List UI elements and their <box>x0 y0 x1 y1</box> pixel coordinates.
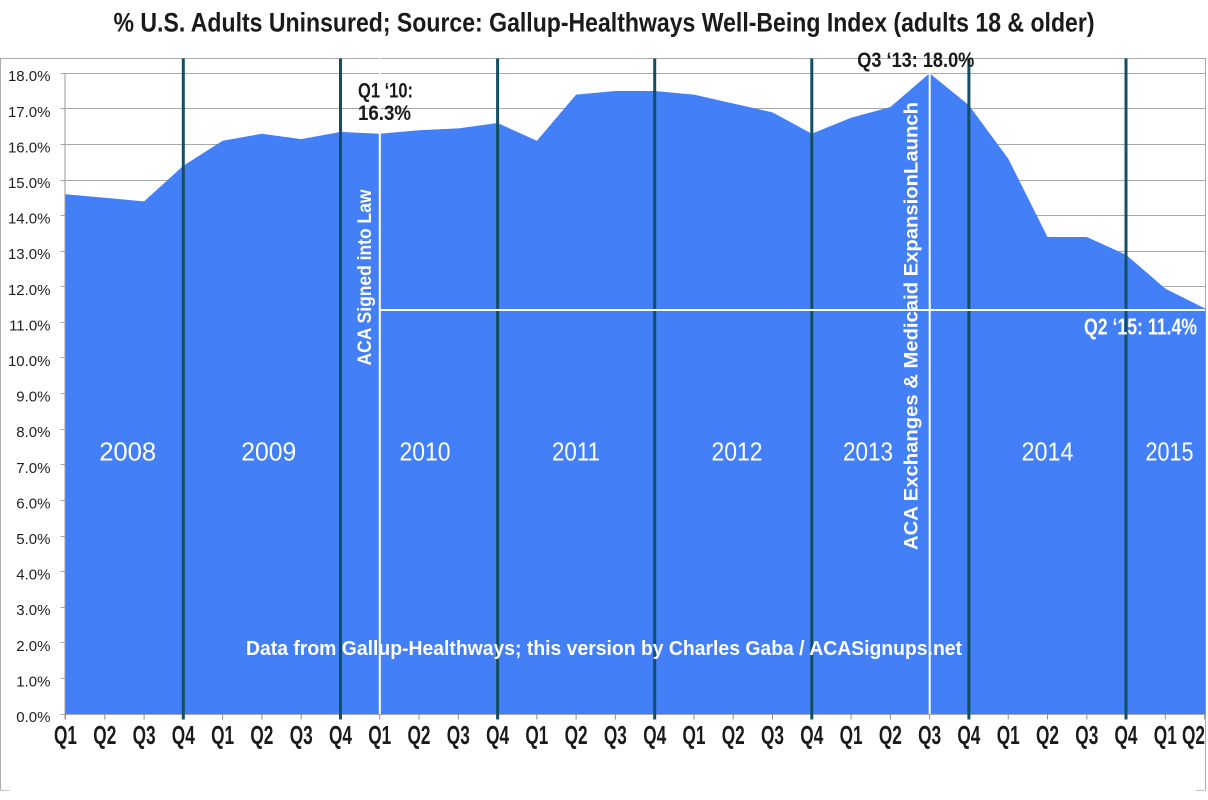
svg-text:11.0%: 11.0% <box>9 317 50 334</box>
svg-text:15.0%: 15.0% <box>8 175 51 192</box>
svg-text:Q4: Q4 <box>643 720 666 750</box>
svg-text:Q3: Q3 <box>133 720 156 750</box>
svg-text:Q2: Q2 <box>722 720 745 750</box>
svg-text:Q1: Q1 <box>1154 720 1177 750</box>
svg-text:Q1: Q1 <box>840 720 863 750</box>
svg-text:Q1 ‘10:: Q1 ‘10: <box>358 80 413 103</box>
svg-text:2010: 2010 <box>400 437 451 467</box>
svg-text:2009: 2009 <box>241 437 296 467</box>
svg-text:Q1: Q1 <box>525 720 548 750</box>
svg-text:2014: 2014 <box>1022 437 1074 467</box>
svg-text:Q4: Q4 <box>172 720 195 750</box>
svg-text:ACA Exchanges & Medicaid Expan: ACA Exchanges & Medicaid ExpansionLaunch <box>902 102 923 550</box>
svg-text:2.0%: 2.0% <box>16 638 50 655</box>
svg-text:10.0%: 10.0% <box>8 353 51 370</box>
svg-text:Q2: Q2 <box>879 720 902 750</box>
svg-text:Q3: Q3 <box>761 720 784 750</box>
svg-text:Q2: Q2 <box>565 720 588 750</box>
svg-text:7.0%: 7.0% <box>16 460 50 477</box>
svg-text:0.0%: 0.0% <box>16 709 50 726</box>
svg-text:16.0%: 16.0% <box>8 139 51 156</box>
svg-text:Q2: Q2 <box>408 720 431 750</box>
svg-text:Q1: Q1 <box>368 720 391 750</box>
svg-text:Q1: Q1 <box>54 720 77 750</box>
svg-text:ACA Signed into Law: ACA Signed into Law <box>355 189 376 365</box>
svg-text:2008: 2008 <box>99 437 156 467</box>
svg-text:Q4: Q4 <box>486 720 509 750</box>
svg-text:14.0%: 14.0% <box>8 211 51 228</box>
svg-text:5.0%: 5.0% <box>16 531 50 548</box>
svg-text:Q3: Q3 <box>447 720 470 750</box>
svg-text:Q4: Q4 <box>1115 720 1138 750</box>
svg-text:8.0%: 8.0% <box>16 424 50 441</box>
svg-text:2013: 2013 <box>843 437 893 467</box>
svg-text:16.3%: 16.3% <box>358 102 411 125</box>
svg-text:Q3: Q3 <box>1075 720 1098 750</box>
svg-text:4.0%: 4.0% <box>16 567 50 584</box>
svg-text:Q2: Q2 <box>250 720 273 750</box>
svg-text:Q2: Q2 <box>93 720 116 750</box>
svg-text:12.0%: 12.0% <box>8 282 51 299</box>
svg-text:3.0%: 3.0% <box>16 602 50 619</box>
svg-text:17.0%: 17.0% <box>8 104 51 121</box>
svg-text:6.0%: 6.0% <box>16 495 50 512</box>
svg-text:Q1: Q1 <box>211 720 234 750</box>
svg-text:% U.S. Adults Uninsured; Sourc: % U.S. Adults Uninsured; Source: Gallup-… <box>114 8 1095 38</box>
svg-text:1.0%: 1.0% <box>16 673 50 690</box>
svg-text:2012: 2012 <box>712 437 763 467</box>
svg-text:Q4: Q4 <box>957 720 980 750</box>
svg-text:Data from Gallup-Healthways; t: Data from Gallup-Healthways; this versio… <box>246 638 962 660</box>
svg-text:Q2 ‘15: 11.4%: Q2 ‘15: 11.4% <box>1084 314 1197 340</box>
svg-text:Q1: Q1 <box>683 720 706 750</box>
svg-text:Q2: Q2 <box>1182 720 1205 750</box>
svg-text:Q3 ‘13: 18.0%: Q3 ‘13: 18.0% <box>857 49 974 72</box>
svg-text:18.0%: 18.0% <box>8 68 51 85</box>
svg-text:9.0%: 9.0% <box>16 389 50 406</box>
svg-text:13.0%: 13.0% <box>8 246 51 263</box>
svg-text:Q3: Q3 <box>290 720 313 750</box>
svg-text:Q3: Q3 <box>604 720 627 750</box>
svg-text:Q2: Q2 <box>1036 720 1059 750</box>
svg-text:2015: 2015 <box>1146 437 1194 467</box>
svg-text:2011: 2011 <box>552 437 600 467</box>
svg-text:Q4: Q4 <box>800 720 823 750</box>
svg-text:Q3: Q3 <box>918 720 941 750</box>
svg-text:Q4: Q4 <box>329 720 352 750</box>
svg-text:Q1: Q1 <box>997 720 1020 750</box>
